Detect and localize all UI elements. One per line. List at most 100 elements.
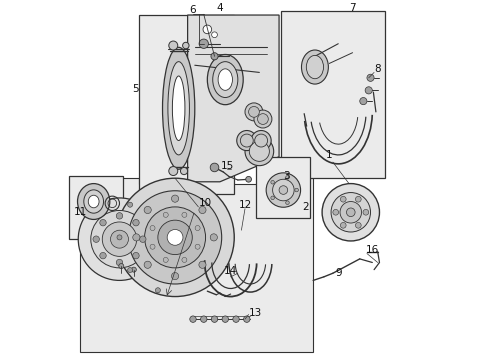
Text: 5: 5 bbox=[132, 84, 139, 94]
Circle shape bbox=[272, 179, 294, 201]
Text: 6: 6 bbox=[190, 5, 196, 15]
Polygon shape bbox=[80, 157, 313, 352]
Circle shape bbox=[163, 212, 168, 217]
Polygon shape bbox=[188, 15, 279, 182]
Ellipse shape bbox=[180, 167, 188, 175]
Ellipse shape bbox=[218, 69, 232, 90]
Circle shape bbox=[245, 137, 274, 166]
Circle shape bbox=[144, 206, 151, 213]
Circle shape bbox=[245, 103, 263, 121]
Ellipse shape bbox=[172, 76, 185, 140]
Circle shape bbox=[158, 220, 192, 255]
Bar bbox=[69, 176, 123, 239]
Circle shape bbox=[245, 176, 251, 182]
Circle shape bbox=[244, 316, 250, 322]
Circle shape bbox=[271, 180, 274, 184]
Circle shape bbox=[237, 131, 257, 150]
Circle shape bbox=[91, 211, 148, 268]
Text: 7: 7 bbox=[349, 3, 356, 13]
Circle shape bbox=[111, 230, 128, 248]
Circle shape bbox=[249, 141, 270, 161]
Ellipse shape bbox=[301, 50, 328, 84]
Circle shape bbox=[286, 201, 289, 204]
Circle shape bbox=[117, 235, 122, 240]
Circle shape bbox=[150, 244, 155, 249]
Circle shape bbox=[367, 74, 374, 81]
Circle shape bbox=[131, 267, 136, 272]
Circle shape bbox=[150, 225, 155, 230]
Bar bbox=[139, 15, 234, 194]
Circle shape bbox=[116, 259, 122, 266]
Text: 16: 16 bbox=[366, 245, 379, 255]
Circle shape bbox=[195, 225, 200, 230]
Text: 2: 2 bbox=[303, 202, 309, 212]
Circle shape bbox=[127, 267, 133, 273]
Circle shape bbox=[100, 252, 106, 259]
Text: 15: 15 bbox=[220, 161, 234, 171]
Circle shape bbox=[167, 229, 183, 245]
Circle shape bbox=[360, 98, 367, 105]
Circle shape bbox=[133, 252, 139, 259]
Circle shape bbox=[127, 202, 133, 207]
Circle shape bbox=[102, 222, 137, 256]
Circle shape bbox=[251, 131, 271, 150]
Ellipse shape bbox=[169, 167, 178, 176]
Circle shape bbox=[355, 196, 361, 202]
Circle shape bbox=[322, 184, 379, 241]
Circle shape bbox=[258, 114, 269, 125]
Circle shape bbox=[212, 32, 218, 38]
Circle shape bbox=[233, 316, 239, 322]
Circle shape bbox=[271, 196, 274, 200]
Circle shape bbox=[333, 210, 339, 215]
Circle shape bbox=[331, 193, 370, 232]
Circle shape bbox=[93, 236, 99, 242]
Circle shape bbox=[211, 316, 218, 322]
Circle shape bbox=[133, 220, 139, 226]
Circle shape bbox=[128, 191, 221, 284]
Circle shape bbox=[116, 213, 122, 219]
Circle shape bbox=[210, 163, 219, 172]
Circle shape bbox=[133, 234, 140, 241]
Circle shape bbox=[182, 257, 187, 262]
Circle shape bbox=[140, 236, 146, 242]
Text: 14: 14 bbox=[224, 266, 237, 276]
Circle shape bbox=[210, 234, 218, 241]
Circle shape bbox=[163, 257, 168, 262]
Ellipse shape bbox=[163, 47, 195, 169]
Circle shape bbox=[172, 195, 179, 202]
Circle shape bbox=[211, 53, 218, 60]
Ellipse shape bbox=[77, 184, 110, 220]
Ellipse shape bbox=[84, 190, 103, 213]
Text: 1: 1 bbox=[326, 150, 333, 160]
Circle shape bbox=[266, 173, 300, 207]
Circle shape bbox=[116, 178, 234, 297]
Ellipse shape bbox=[168, 62, 190, 155]
Circle shape bbox=[341, 222, 346, 228]
Ellipse shape bbox=[306, 55, 323, 79]
Ellipse shape bbox=[88, 195, 99, 208]
Circle shape bbox=[145, 207, 205, 268]
Circle shape bbox=[182, 212, 187, 217]
Circle shape bbox=[200, 316, 207, 322]
Circle shape bbox=[144, 261, 151, 268]
Ellipse shape bbox=[207, 54, 243, 105]
Circle shape bbox=[203, 25, 212, 34]
Text: 4: 4 bbox=[217, 3, 223, 13]
Ellipse shape bbox=[213, 62, 238, 98]
Circle shape bbox=[119, 264, 124, 269]
Circle shape bbox=[254, 110, 272, 128]
Circle shape bbox=[363, 210, 368, 215]
Circle shape bbox=[78, 198, 161, 280]
Text: 11: 11 bbox=[74, 207, 87, 217]
Circle shape bbox=[199, 261, 206, 268]
Ellipse shape bbox=[169, 41, 178, 50]
Bar bbox=[256, 157, 310, 218]
Circle shape bbox=[286, 176, 289, 179]
Text: 8: 8 bbox=[374, 64, 381, 74]
Text: 9: 9 bbox=[335, 268, 342, 278]
Circle shape bbox=[155, 288, 160, 293]
Circle shape bbox=[365, 87, 372, 94]
Circle shape bbox=[199, 206, 206, 213]
Circle shape bbox=[295, 188, 298, 192]
Text: 12: 12 bbox=[238, 200, 252, 210]
